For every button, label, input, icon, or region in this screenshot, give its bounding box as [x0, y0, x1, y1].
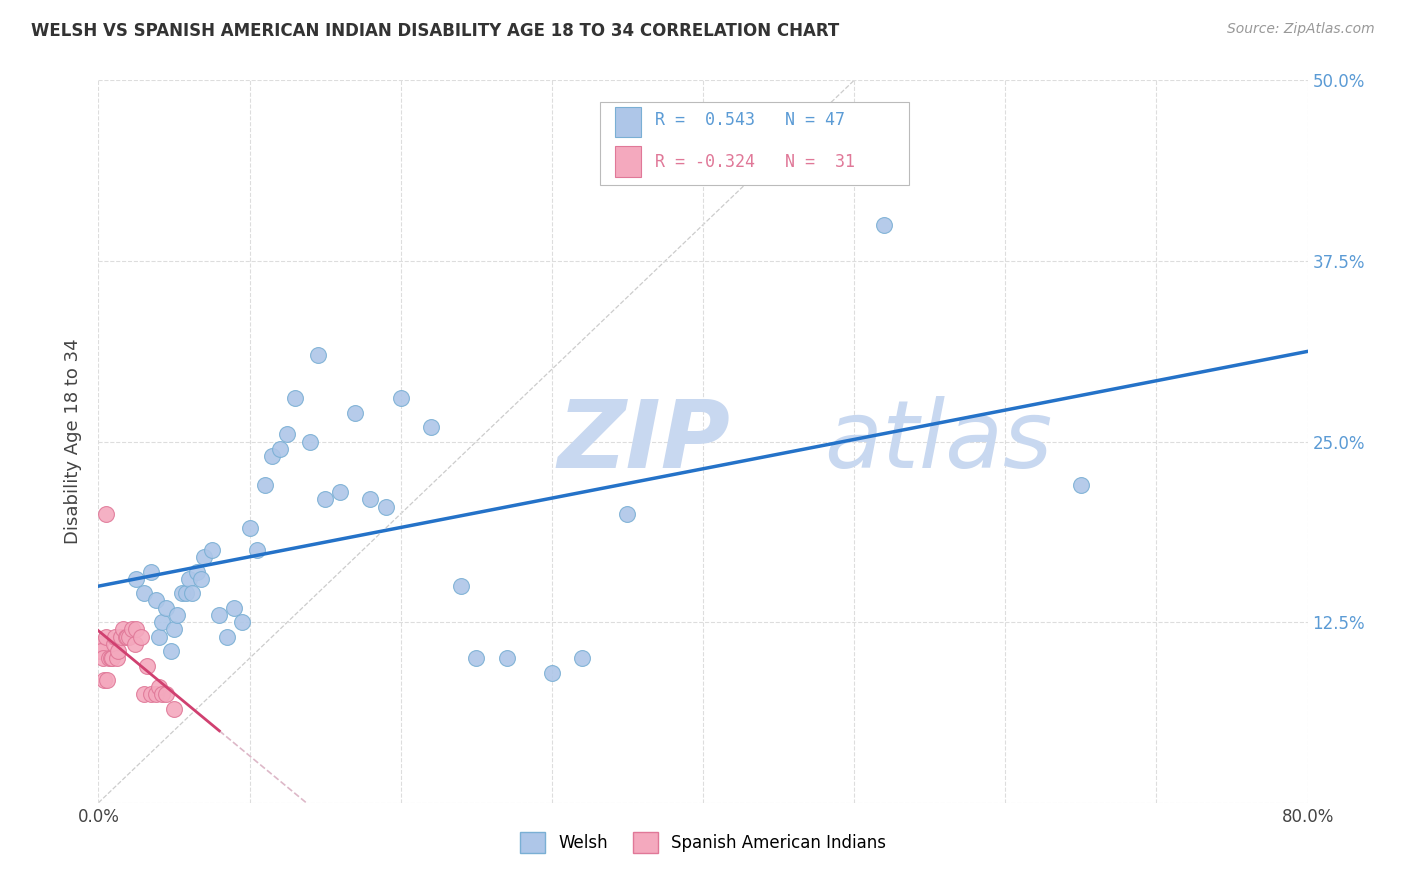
Point [94, 630, 117, 644]
Point [103, 637, 125, 651]
Point [374, 500, 396, 514]
Point [141, 565, 163, 579]
Point [110, 630, 132, 644]
Point [132, 586, 155, 600]
Y-axis label: Disability Age 18 to 34: Disability Age 18 to 34 [65, 339, 83, 544]
Point [141, 687, 163, 701]
FancyBboxPatch shape [614, 106, 641, 136]
Point [276, 427, 298, 442]
Text: Source: ZipAtlas.com: Source: ZipAtlas.com [1227, 22, 1375, 37]
Point [208, 607, 231, 622]
Point [104, 630, 127, 644]
Text: R = -0.324   N =  31: R = -0.324 N = 31 [655, 153, 855, 170]
Point [186, 565, 208, 579]
Point [181, 586, 204, 600]
Point [115, 630, 138, 644]
Point [125, 623, 148, 637]
Point [307, 348, 329, 362]
Point [231, 615, 253, 630]
Point [284, 391, 307, 405]
Point [93, 673, 115, 687]
Point [170, 586, 193, 600]
Point [148, 680, 170, 694]
Point [87, 644, 110, 658]
Point [1070, 478, 1092, 492]
Point [94, 507, 117, 521]
Point [495, 651, 517, 665]
Point [118, 630, 141, 644]
Point [132, 687, 155, 701]
Point [163, 623, 186, 637]
FancyBboxPatch shape [614, 146, 641, 177]
Point [166, 607, 188, 622]
Point [155, 687, 177, 701]
Point [344, 406, 367, 420]
Legend: Welsh, Spanish American Indians: Welsh, Spanish American Indians [513, 826, 893, 860]
Point [224, 600, 246, 615]
Point [314, 492, 336, 507]
Point [90, 644, 112, 658]
Point [107, 644, 129, 658]
Point [329, 485, 352, 500]
Text: R =  0.543   N = 47: R = 0.543 N = 47 [655, 112, 845, 129]
Point [179, 572, 201, 586]
Point [269, 442, 291, 456]
Point [174, 586, 197, 600]
Point [163, 702, 186, 716]
Point [89, 637, 111, 651]
Point [124, 637, 146, 651]
Point [215, 630, 238, 644]
Text: ZIP: ZIP [558, 395, 731, 488]
Point [101, 651, 124, 665]
Point [465, 651, 488, 665]
Point [155, 600, 177, 615]
Point [150, 687, 173, 701]
Point [540, 665, 562, 680]
Point [111, 623, 134, 637]
Point [98, 651, 121, 665]
Text: atlas: atlas [824, 396, 1052, 487]
Point [91, 651, 114, 665]
Point [246, 542, 269, 557]
Point [121, 623, 143, 637]
Point [873, 218, 896, 232]
Point [110, 630, 132, 644]
Point [145, 593, 167, 607]
Point [160, 644, 183, 658]
Point [148, 630, 170, 644]
Point [253, 478, 276, 492]
Point [616, 507, 638, 521]
Point [190, 572, 212, 586]
Point [299, 434, 322, 449]
Point [420, 420, 443, 434]
Point [389, 391, 412, 405]
Point [105, 651, 128, 665]
Point [193, 550, 215, 565]
Point [262, 449, 284, 463]
Point [150, 615, 173, 630]
Point [571, 651, 593, 665]
Point [145, 687, 167, 701]
Point [360, 492, 382, 507]
Point [135, 658, 157, 673]
FancyBboxPatch shape [600, 102, 908, 185]
Point [114, 630, 136, 644]
Point [96, 673, 118, 687]
Point [201, 542, 224, 557]
Point [100, 651, 122, 665]
Text: WELSH VS SPANISH AMERICAN INDIAN DISABILITY AGE 18 TO 34 CORRELATION CHART: WELSH VS SPANISH AMERICAN INDIAN DISABIL… [31, 22, 839, 40]
Point [125, 572, 148, 586]
Point [239, 521, 262, 535]
Point [450, 579, 472, 593]
Point [129, 630, 152, 644]
